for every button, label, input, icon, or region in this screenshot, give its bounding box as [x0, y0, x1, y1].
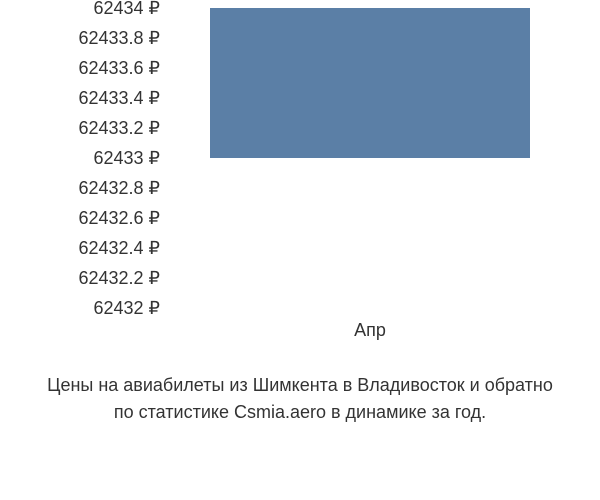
price-chart: 62434 ₽ 62433.8 ₽ 62433.6 ₽ 62433.4 ₽ 62… — [0, 0, 600, 500]
plot-area — [170, 8, 550, 308]
y-tick: 62432.2 ₽ — [78, 269, 160, 287]
y-tick: 62433.2 ₽ — [78, 119, 160, 137]
caption-line: Цены на авиабилеты из Шимкента в Владиво… — [0, 372, 600, 399]
y-tick: 62432.8 ₽ — [78, 179, 160, 197]
caption-line: по статистике Csmia.aero в динамике за г… — [0, 399, 600, 426]
y-tick: 62433.8 ₽ — [78, 29, 160, 47]
y-tick: 62433 ₽ — [93, 149, 160, 167]
y-tick: 62434 ₽ — [93, 0, 160, 17]
y-tick: 62433.4 ₽ — [78, 89, 160, 107]
y-tick: 62432.4 ₽ — [78, 239, 160, 257]
y-tick: 62433.6 ₽ — [78, 59, 160, 77]
chart-caption: Цены на авиабилеты из Шимкента в Владиво… — [0, 372, 600, 426]
y-tick: 62432.6 ₽ — [78, 209, 160, 227]
x-axis-label: Апр — [354, 320, 386, 341]
bar-apr — [210, 8, 530, 158]
y-tick: 62432 ₽ — [93, 299, 160, 317]
